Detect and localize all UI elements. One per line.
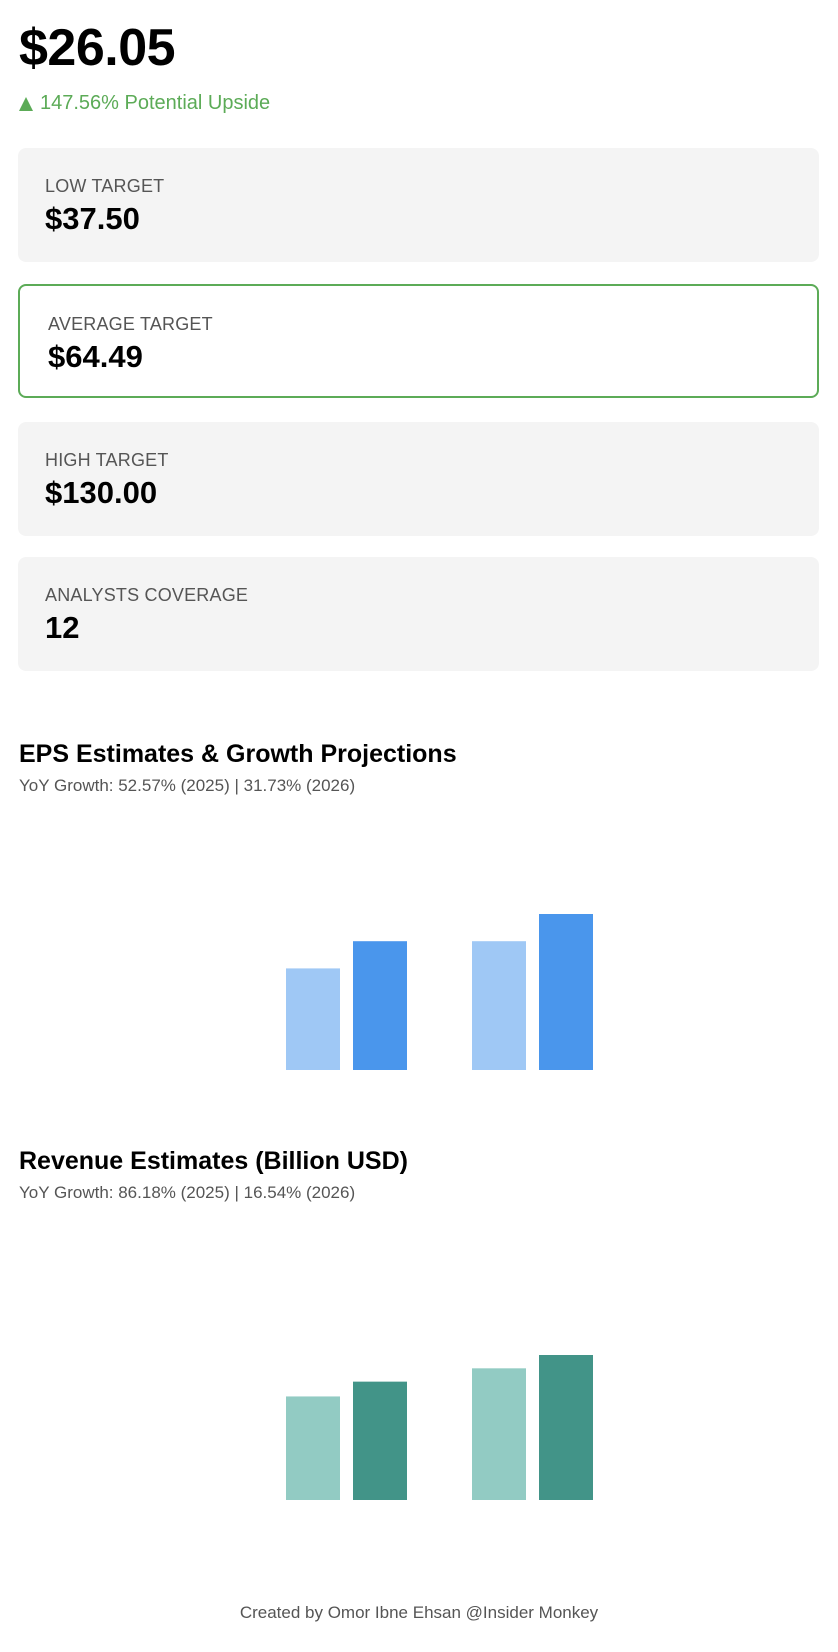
analysts-coverage-value: 12: [45, 610, 80, 645]
eps-bar-jun-2026-s2: [539, 914, 593, 1070]
average-target-card: AVERAGE TARGET $64.49: [18, 284, 819, 398]
revenue-bar-jun-2026-s1: [472, 1368, 526, 1500]
high-target-card: HIGH TARGET $130.00: [18, 422, 819, 536]
up-triangle-icon: [19, 96, 33, 111]
low-target-card: LOW TARGET $37.50: [18, 148, 819, 262]
high-target-value: $130.00: [45, 475, 158, 510]
eps-bar-jun-2026-s1: [472, 941, 526, 1070]
high-target-label: HIGH TARGET: [45, 450, 169, 470]
revenue-bar-jun-2026-s2: [539, 1355, 593, 1500]
eps-growth-subtitle: YoY Growth: 52.57% (2025) | 31.73% (2026…: [19, 776, 356, 795]
revenue-bar-jun-2025-s2: [353, 1381, 407, 1500]
revenue-chart: Jun 2025Jun 2026: [286, 1355, 593, 1500]
average-target-label: AVERAGE TARGET: [48, 314, 213, 334]
upside-label: 147.56% Potential Upside: [40, 92, 271, 114]
average-target-value: $64.49: [48, 339, 143, 374]
analysts-coverage-label: ANALYSTS COVERAGE: [45, 585, 249, 605]
analysts-coverage-card: ANALYSTS COVERAGE 12: [18, 557, 819, 671]
low-target-value: $37.50: [45, 201, 140, 236]
potential-upside: 147.56% Potential Upside: [19, 92, 270, 115]
revenue-growth-subtitle: YoY Growth: 86.18% (2025) | 16.54% (2026…: [19, 1183, 356, 1202]
revenue-section-title: Revenue Estimates (Billion USD): [19, 1147, 408, 1175]
eps-section-title: EPS Estimates & Growth Projections: [19, 740, 457, 768]
low-target-label: LOW TARGET: [45, 176, 165, 196]
eps-bar-jun-2025-s1: [286, 968, 340, 1070]
eps-chart: Jun 2025Jun 2026: [286, 914, 593, 1070]
footer-credit: Created by Omor Ibne Ehsan @Insider Monk…: [239, 1603, 599, 1622]
revenue-bar-jun-2025-s1: [286, 1396, 340, 1500]
eps-bar-jun-2025-s2: [353, 941, 407, 1070]
current-price: $26.05: [19, 19, 176, 77]
